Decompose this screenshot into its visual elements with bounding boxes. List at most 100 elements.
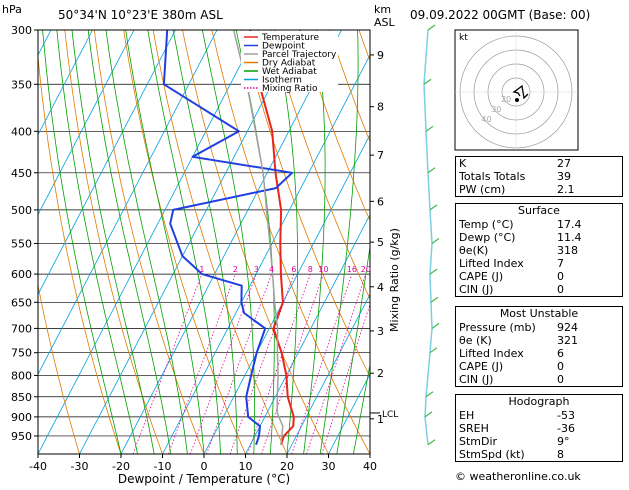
most_unstable-value: 924 (557, 321, 578, 334)
mixing-ratio-label: 3 (254, 265, 259, 274)
legend-entry: Wet Adiabat (262, 67, 317, 77)
wind-barb (427, 24, 436, 31)
hodograph_stats-label: StmSpd (kt) (459, 448, 525, 461)
x-tick-label: -30 (71, 460, 89, 473)
p-tick-label: 800 (11, 369, 32, 382)
surface-table: Surface Temp (°C) 17.4 Dewp (°C) 11.4 θe(K) 3… (455, 203, 623, 297)
most_unstable-row: Lifted Index 6 (456, 347, 622, 360)
indices-label: K (459, 157, 467, 170)
indices-label: Totals Totals (459, 170, 526, 183)
surface-row: Dewp (°C) 11.4 (456, 231, 622, 244)
indices-value: 39 (557, 170, 571, 183)
hodograph_stats-value: 9° (557, 435, 570, 448)
surface-value: 0 (557, 283, 564, 296)
dry-adiabat-line (123, 30, 246, 454)
surface-row: θe(K) 318 (456, 244, 622, 257)
legend-entry: Temperature (261, 33, 319, 43)
mixing-ratio-axis-label: Mixing Ratio (g/kg) (388, 228, 401, 332)
hodograph-ring-label: 30 (491, 105, 501, 114)
most_unstable-label: Lifted Index (459, 347, 524, 360)
isotherm-line (0, 30, 10, 454)
wet-adiabat-line (147, 30, 221, 454)
most_unstable-row: Pressure (mb) 924 (456, 321, 622, 334)
surface-label: Lifted Index (459, 257, 524, 270)
x-tick-label: -20 (112, 460, 130, 473)
dry-adiabat-line (93, 30, 205, 454)
x-tick-label: -40 (29, 460, 47, 473)
hodograph_stats-value: -53 (557, 409, 575, 422)
p-tick-label: 600 (11, 268, 32, 281)
surface-title: Surface (518, 204, 560, 217)
mixing-ratio-label: 20 (361, 265, 371, 274)
wind-barb (429, 347, 438, 354)
isotherm-line (38, 30, 218, 376)
p-tick-label: 400 (11, 125, 32, 138)
wet-adiabat-line (319, 30, 359, 454)
dry-adiabat-line (299, 30, 370, 222)
hodograph-unit: kt (459, 33, 468, 43)
most_unstable-row: CIN (J) 0 (456, 373, 622, 386)
hodograph-trace (512, 84, 529, 100)
legend-entry: Parcel Trajectory (262, 50, 337, 60)
wind-barb (430, 296, 439, 303)
p-tick-label: 350 (11, 78, 32, 91)
most_unstable-label: Pressure (mb) (459, 321, 536, 334)
wet-adiabat-line (87, 30, 172, 454)
mixing-ratio-label: 16 (347, 265, 357, 274)
dry-adiabat-line (270, 30, 370, 300)
isotherm-line (162, 54, 370, 454)
mixing-ratio-line (321, 303, 370, 454)
isotherm-line (245, 213, 370, 454)
mixing-ratio-line (291, 273, 353, 454)
wet-adiabat-line (202, 30, 255, 454)
surface-label: θe(K) (459, 244, 489, 257)
wind-barb (429, 268, 438, 275)
lcl-label: LCL (382, 410, 398, 420)
p-tick-label: 650 (11, 296, 32, 309)
wind-barb (425, 125, 434, 132)
surface-label: Dewp (°C) (459, 231, 516, 244)
wet-adiabat-line (71, 30, 155, 454)
x-tick-label: 20 (280, 460, 294, 473)
surface-row: CAPE (J) 0 (456, 270, 622, 283)
hodograph_stats-row: StmSpd (kt) 8 (456, 448, 622, 461)
most_unstable-value: 6 (557, 347, 564, 360)
wet-adiabat-line (353, 362, 370, 454)
km-tick-label: 1 (377, 413, 384, 426)
km-label: km (374, 3, 391, 16)
km-tick-label: 6 (377, 195, 384, 208)
wind-barb (425, 391, 434, 398)
dry-adiabat-line (38, 53, 122, 454)
most-unstable-title: Most Unstable (499, 307, 579, 320)
surface-value: 0 (557, 270, 564, 283)
wind-barb (431, 237, 440, 244)
hodograph-title: Hodograph (508, 395, 570, 408)
surface-value: 7 (557, 257, 564, 270)
mixing-ratio-label: 8 (308, 265, 313, 274)
mixing-ratio-line (306, 273, 367, 454)
indices-row: PW (cm) 2.1 (456, 183, 622, 196)
most_unstable-label: θe (K) (459, 334, 492, 347)
surface-row: CIN (J) 0 (456, 283, 622, 296)
x-tick-label: 0 (201, 460, 208, 473)
most_unstable-label: CAPE (J) (459, 360, 504, 373)
p-tick-label: 450 (11, 167, 32, 180)
most_unstable-value: 0 (557, 373, 564, 386)
p-tick-label: 850 (11, 391, 32, 404)
datetime-title: 09.09.2022 00GMT (Base: 00) (410, 8, 590, 22)
wind-barb (424, 411, 433, 418)
indices-table: K 27 Totals Totals 39 PW (cm) 2.1 (455, 156, 623, 197)
mixing-ratio-line (132, 273, 203, 454)
wind-barb (429, 204, 438, 211)
surface-label: CAPE (J) (459, 270, 504, 283)
surface-label: Temp (°C) (459, 218, 514, 231)
hodograph-ring-label: 20 (501, 95, 511, 104)
surface-value: 17.4 (557, 218, 582, 231)
mixing-ratio-label: 4 (269, 265, 274, 274)
most_unstable-row: CAPE (J) 0 (456, 360, 622, 373)
wet-adiabat-line (42, 30, 122, 454)
hodograph_stats-row: StmDir 9° (456, 435, 622, 448)
isotherm-line (38, 30, 93, 136)
series-parcel-trajectory (232, 30, 284, 445)
